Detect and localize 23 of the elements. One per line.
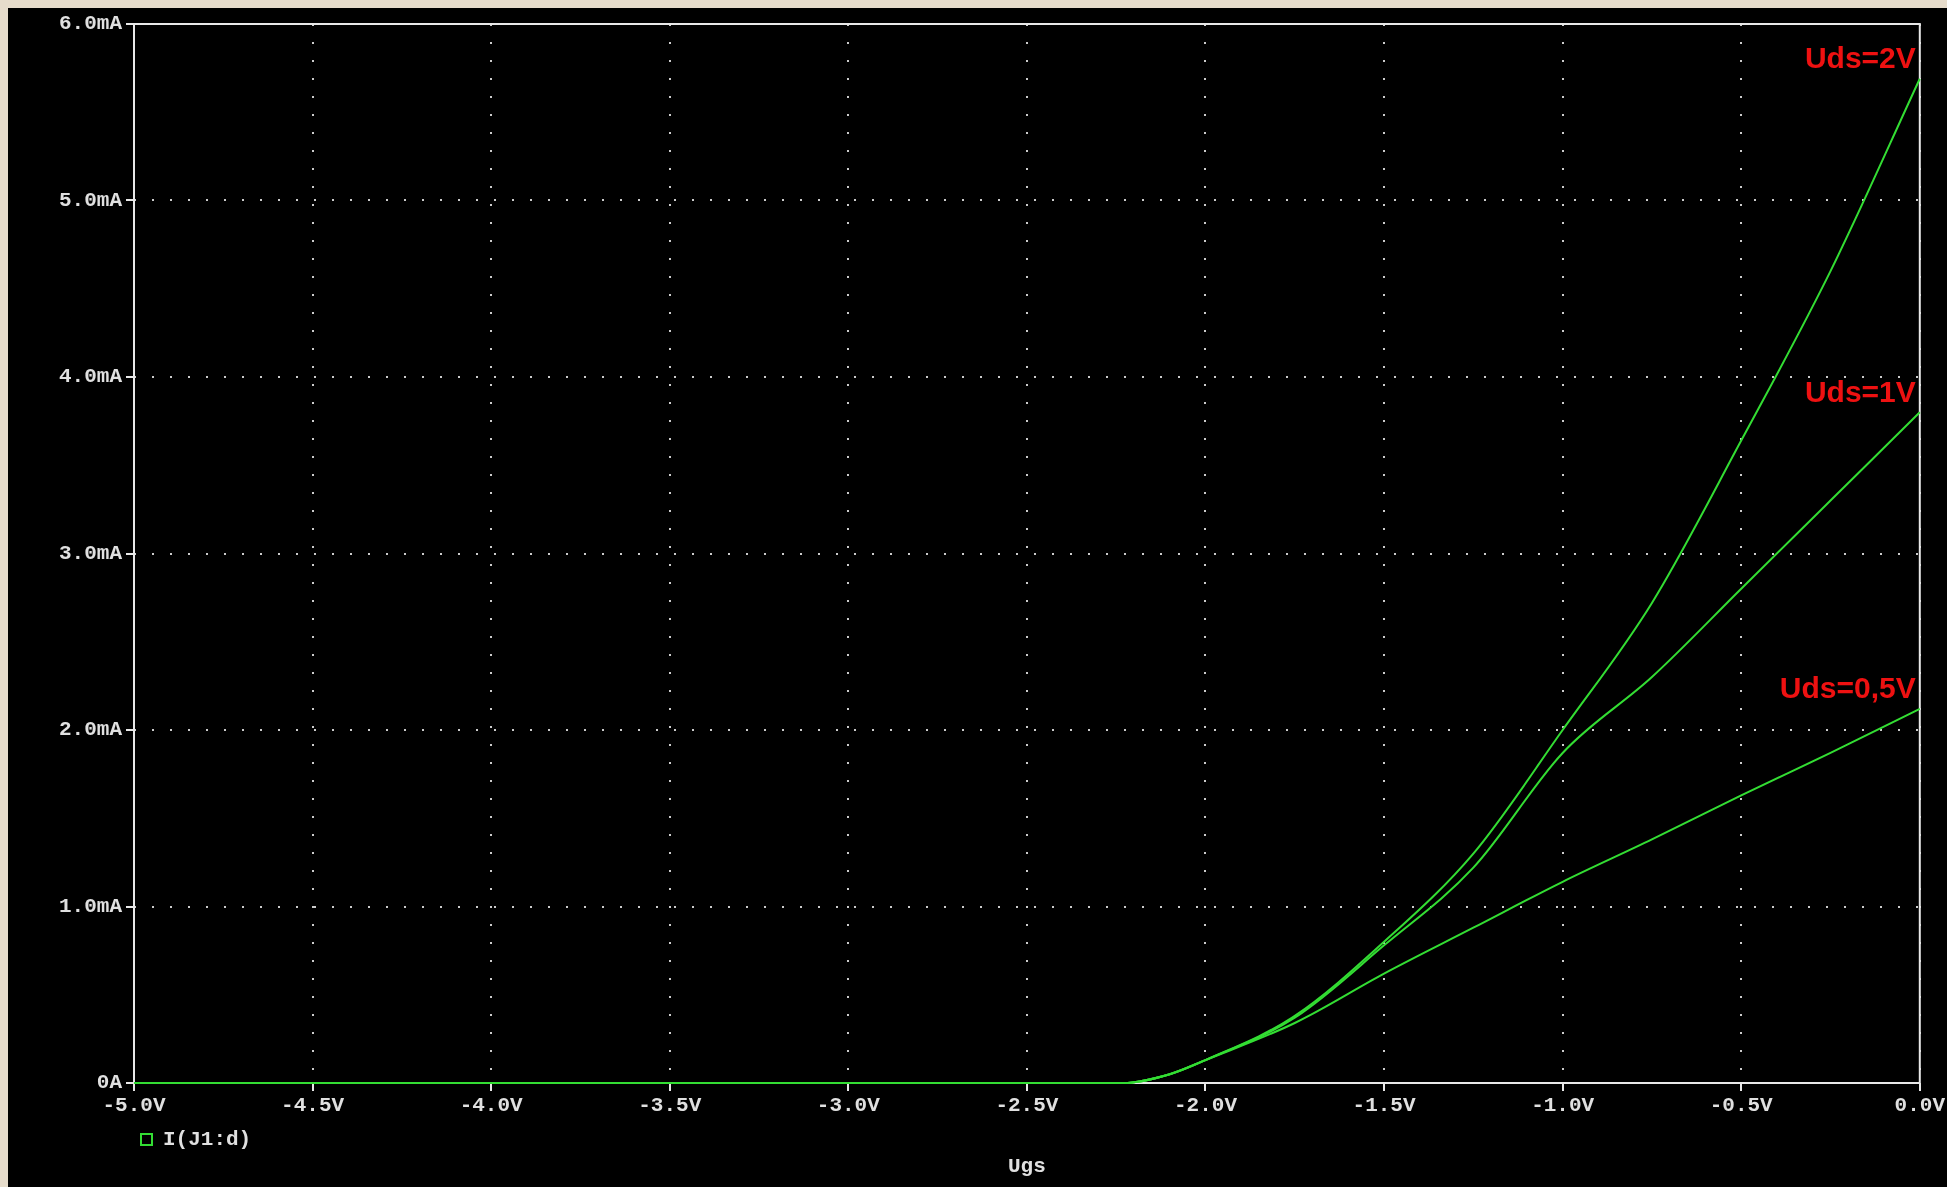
y-tick-label: 3.0mA [58, 541, 123, 565]
y-tick-label: 6.0mA [58, 12, 123, 36]
y-tick-label: 4.0mA [58, 365, 123, 389]
x-tick-label: -5.0V [102, 1093, 166, 1117]
y-tick-label: 0A [96, 1071, 123, 1095]
x-tick-label: -3.5V [638, 1093, 702, 1117]
x-tick-label: -2.0V [1173, 1093, 1238, 1117]
text: I(J1:d) [163, 1128, 252, 1151]
series-label: Uds=2V [1804, 40, 1916, 74]
y-tick-label: 1.0mA [58, 894, 123, 918]
x-tick-label: -1.5V [1352, 1093, 1416, 1117]
x-tick-label: -2.5V [995, 1093, 1059, 1117]
series-label: Uds=1V [1804, 374, 1916, 408]
x-tick-label: -4.0V [459, 1093, 524, 1117]
x-axis-title: Ugs [1007, 1154, 1046, 1178]
x-tick-label: -4.5V [281, 1093, 345, 1117]
x-tick-label: 0.0V [1894, 1093, 1946, 1117]
x-tick-label: -3.0V [816, 1093, 881, 1117]
y-tick-label: 5.0mA [58, 188, 123, 212]
y-tick-label: 2.0mA [58, 718, 123, 742]
x-tick-label: -0.5V [1709, 1093, 1774, 1117]
series-label: Uds=0,5V [1779, 671, 1916, 705]
x-tick-label: -1.0V [1531, 1093, 1595, 1117]
